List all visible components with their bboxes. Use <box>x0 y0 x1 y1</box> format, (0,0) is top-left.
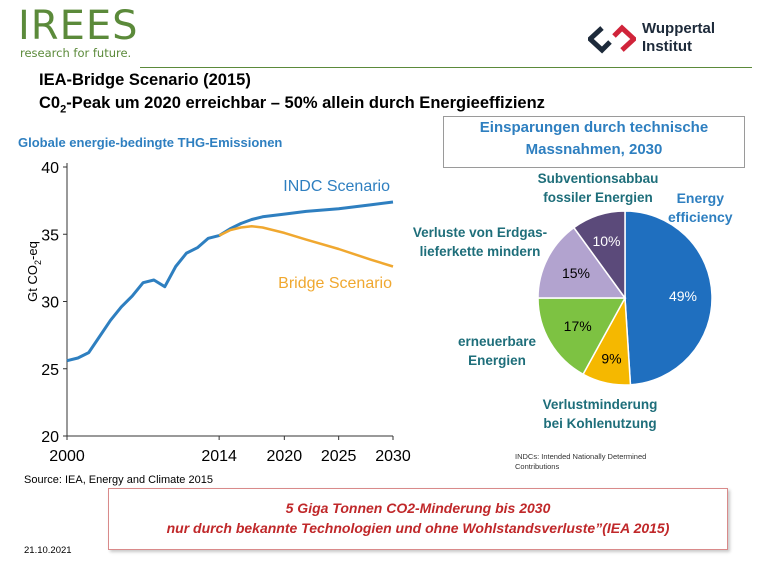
key-message-box: 5 Giga Tonnen CO2-Minderung bis 2030 nur… <box>108 488 728 550</box>
slide-date: 21.10.2021 <box>24 545 72 556</box>
wuppertal-logo-text: Wuppertal Institut <box>642 20 715 56</box>
pie-value-label-1: 49% <box>669 288 697 304</box>
pie-title-line2: Massnahmen, 2030 <box>525 141 663 158</box>
pie-slice-4 <box>537 226 627 299</box>
x-tick-label: 2020 <box>267 448 303 465</box>
pie-label-kohle-line1: Verlustminderung <box>542 397 658 412</box>
x-tick-label: 2025 <box>321 448 357 465</box>
x-tick-label: 2014 <box>201 448 237 465</box>
wuppertal-logo-icon <box>588 24 636 54</box>
key-message-line1: 5 Giga Tonnen CO2-Minderung bis 2030 <box>285 500 551 516</box>
pie-label-erdgas: Verluste von Erdgas- lieferkette mindern <box>400 223 560 261</box>
y-tick-label: 30 <box>41 295 59 312</box>
source-note: Source: IEA, Energy and Climate 2015 <box>24 474 213 486</box>
pie-label-subv-line1: Subventionsabbau <box>537 171 659 186</box>
subtitle-subscript: 2 <box>60 103 67 116</box>
pie-chart: 49% 9% 17% 15%10% <box>537 210 713 386</box>
series-label-indc: INDC Scenario <box>283 178 390 195</box>
series-line-indc <box>66 200 394 363</box>
indc-footnote-line1: INDCs: Intended Nationally Determined <box>515 452 647 461</box>
wuppertal-logo-line1: Wuppertal <box>642 20 716 37</box>
indc-footnote-line2: Contributions <box>515 462 560 471</box>
pie-value-label-4: 15% <box>562 265 590 281</box>
pie-slice-1 <box>624 210 713 386</box>
y-tick-label: 20 <box>41 429 59 446</box>
pie-label-ern-line1: erneuerbare <box>457 334 537 349</box>
irees-logo-tagline: research for future. <box>20 46 132 60</box>
pie-label-energy-line2: efficiency <box>668 209 733 225</box>
y-tick-label: 35 <box>41 227 59 244</box>
pie-title-line1: Einsparungen durch technische <box>479 119 709 136</box>
pie-value-label-3: 17% <box>564 318 592 334</box>
pie-label-energy-efficiency: Energy efficiency <box>668 189 733 227</box>
key-message-line2: nur durch bekannte Technologien und ohne… <box>166 520 670 536</box>
wuppertal-logo-line2: Institut <box>642 38 692 55</box>
slide-subtitle: C02-Peak um 2020 erreichbar – 50% allein… <box>39 94 545 115</box>
x-tick-label: 2030 <box>375 448 411 465</box>
pie-slice-5 <box>572 210 626 301</box>
pie-label-ern-line2: Energien <box>468 353 526 368</box>
pie-value-label-5: 10% <box>592 233 620 249</box>
pie-label-energy-line1: Energy <box>676 190 725 206</box>
pie-label-erneuerbare: erneuerbare Energien <box>442 332 552 370</box>
series-label-bridge: Bridge Scenario <box>278 275 392 292</box>
pie-label-subventionsabbau: Subventionsabbau fossiler Energien <box>508 169 688 207</box>
subtitle-part-a: C0 <box>39 94 61 112</box>
pie-label-subv-line2: fossiler Energien <box>543 190 653 205</box>
indc-footnote: INDCs: Intended Nationally Determined Co… <box>515 452 715 472</box>
pie-label-kohle: Verlustminderung bei Kohlenutzung <box>520 395 680 433</box>
pie-label-verl-line2: lieferkette mindern <box>419 244 541 259</box>
subtitle-part-b: -Peak um 2020 erreichbar – 50% allein du… <box>66 94 545 112</box>
line-chart-title: Globale energie-bedingte THG-Emissionen <box>18 135 283 150</box>
pie-slice-3 <box>537 297 627 376</box>
pie-label-verl-line1: Verluste von Erdgas- <box>412 225 548 240</box>
slide-title: IEA-Bridge Scenario (2015) <box>39 71 251 89</box>
y-axis-label: Gt CO2-eq <box>25 241 43 302</box>
series-line-bridge <box>218 224 394 268</box>
header-divider <box>140 67 752 68</box>
pie-value-label-2: 9% <box>601 351 621 367</box>
irees-logo: IREES <box>18 3 139 49</box>
y-tick-label: 25 <box>41 362 59 379</box>
x-tick-label: 2000 <box>49 448 85 465</box>
pie-label-kohle-line2: bei Kohlenutzung <box>543 416 657 431</box>
y-tick-label: 40 <box>41 160 59 177</box>
pie-chart-title-box: Einsparungen durch technische Massnahmen… <box>443 116 745 168</box>
